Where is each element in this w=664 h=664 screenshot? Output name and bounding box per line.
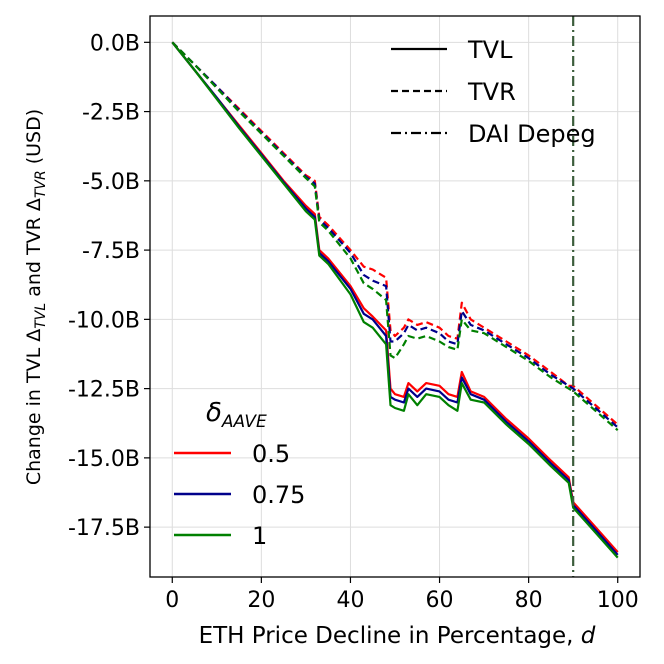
series-layer bbox=[171, 41, 619, 559]
y-axis-label-text: Change in TVL Δ bbox=[23, 329, 45, 485]
series-tvr-delta-1 bbox=[171, 41, 619, 432]
color-legend-label: 0.75 bbox=[252, 481, 305, 509]
y-tick-label: -12.5B bbox=[68, 378, 140, 403]
y-axis-label-text: and TVR Δ bbox=[23, 198, 45, 303]
style-legend: TVL TVR DAI Depeg bbox=[391, 36, 596, 148]
color-legend-title: δAAVE bbox=[206, 398, 267, 432]
y-axis-label-subscript: TVR bbox=[33, 170, 49, 198]
style-legend-label: DAI Depeg bbox=[468, 120, 596, 148]
x-tick-label: 0 bbox=[165, 588, 179, 613]
series-tvl-delta-0_75 bbox=[171, 41, 619, 556]
y-axis-label-text: (USD) bbox=[23, 109, 45, 170]
y-axis-label: Change in TVL ΔTVL and TVR ΔTVR (USD) bbox=[23, 109, 49, 485]
y-tick-label: -7.5B bbox=[82, 239, 140, 264]
series-tvl-delta-1 bbox=[171, 41, 619, 559]
x-tick-label: 100 bbox=[597, 588, 639, 613]
series-tvr-delta-0_75 bbox=[171, 41, 619, 429]
y-tick-label: -17.5B bbox=[68, 516, 140, 541]
color-legend-title-main: δ bbox=[206, 398, 222, 428]
color-legend-label: 1 bbox=[252, 522, 267, 550]
color-legend-label: 0.5 bbox=[252, 440, 290, 468]
y-tick-label: -2.5B bbox=[82, 101, 140, 126]
x-axis-label-main: ETH Price Decline in Percentage, bbox=[199, 623, 581, 649]
style-legend-label: TVL bbox=[467, 36, 513, 64]
y-tick-label: -5.0B bbox=[82, 170, 140, 195]
color-legend: δAAVE 0.5 0.75 1 bbox=[174, 398, 305, 550]
grid-layer bbox=[150, 16, 640, 577]
tick-layer: 0 20 40 60 80 100 0.0B -2.5B -5.0B -7.5B -10.0B -12… bbox=[68, 31, 639, 613]
series-tvl-delta-0_5 bbox=[171, 41, 619, 553]
series-tvr-delta-0_5 bbox=[171, 41, 619, 426]
x-axis-label-variable: d bbox=[581, 623, 596, 649]
x-axis-label: ETH Price Decline in Percentage, d bbox=[199, 623, 596, 649]
y-tick-label: -10.0B bbox=[68, 308, 140, 333]
color-legend-title-sub: AAVE bbox=[221, 412, 267, 432]
x-tick-label: 80 bbox=[515, 588, 543, 613]
y-tick-label: -15.0B bbox=[68, 447, 140, 472]
x-tick-label: 20 bbox=[247, 588, 275, 613]
y-axis-label-subscript: TVL bbox=[33, 303, 49, 329]
plot-frame bbox=[149, 15, 641, 578]
style-legend-label: TVR bbox=[467, 78, 516, 106]
y-tick-label: 0.0B bbox=[90, 31, 140, 56]
x-tick-label: 60 bbox=[426, 588, 454, 613]
x-tick-label: 40 bbox=[336, 588, 364, 613]
